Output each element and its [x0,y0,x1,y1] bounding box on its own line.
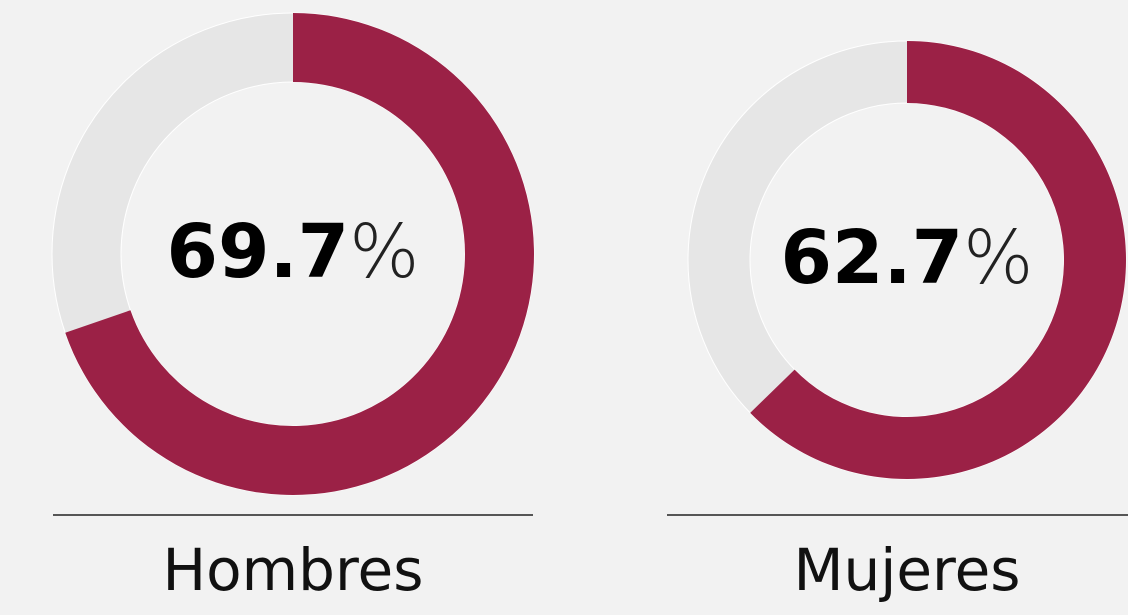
donut-segment [750,41,1127,479]
center-label: 62.7% [781,215,1034,301]
category-label: Mujeres [793,536,1020,604]
donut-segment [65,13,534,496]
category-label: Hombres [163,536,424,604]
center-label: 69.7% [167,209,420,295]
